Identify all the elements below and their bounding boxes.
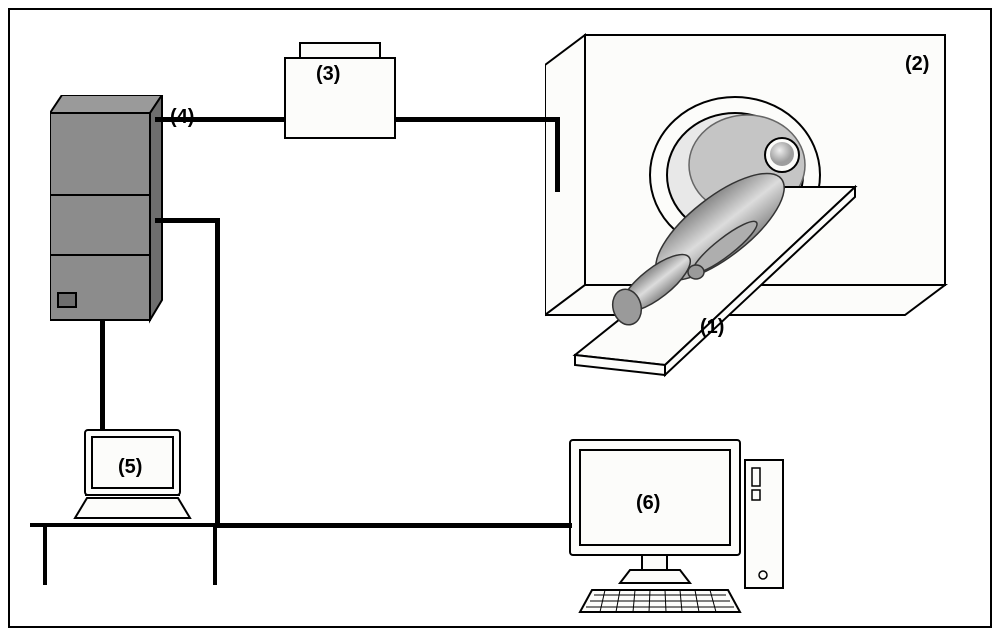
workstation-label: (6): [636, 492, 660, 515]
line-server-ws-h1: [155, 218, 220, 223]
mri-scanner: [545, 25, 965, 355]
line-control-scanner-v: [555, 117, 560, 192]
line-control-scanner-h: [395, 117, 560, 122]
diagram-container: (2) (1) (3) (4): [0, 0, 1000, 636]
laptop-label: (5): [118, 456, 142, 479]
line-server-control: [155, 117, 285, 122]
line-server-ws-h2: [215, 523, 572, 528]
patient-table-label: (1): [700, 316, 724, 339]
server-cabinet: [50, 95, 155, 320]
line-server-ws-v: [215, 218, 220, 528]
scanner-label: (2): [905, 53, 929, 76]
workstation: [540, 430, 800, 625]
laptop-on-table: [30, 400, 240, 595]
line-server-laptop: [100, 320, 105, 430]
control-box: [275, 38, 405, 153]
control-box-label: (3): [316, 63, 340, 86]
